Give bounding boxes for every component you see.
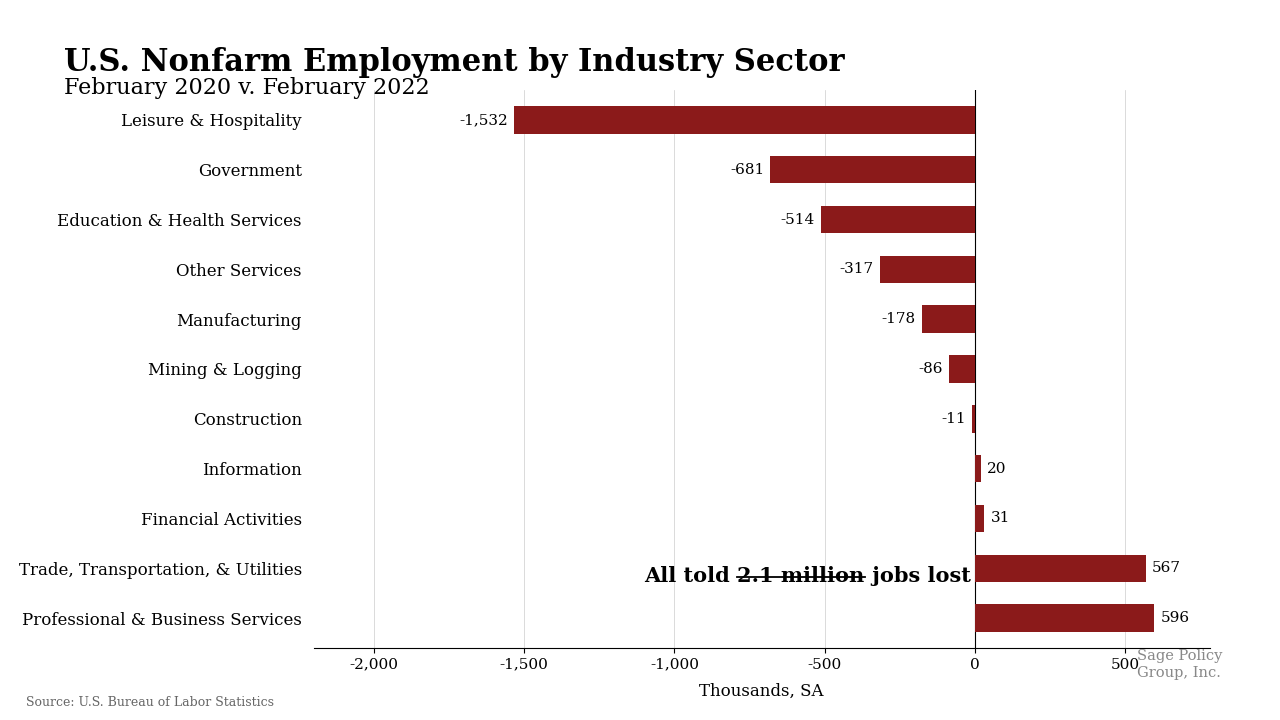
Text: 596: 596 [1160, 611, 1189, 625]
Bar [771, 156, 975, 184]
Bar [975, 455, 980, 482]
Text: -514: -514 [781, 212, 814, 227]
Text: -1,532: -1,532 [460, 113, 508, 127]
Text: jobs lost: jobs lost [864, 566, 970, 586]
Text: 567: 567 [1152, 562, 1180, 575]
Bar [515, 106, 975, 134]
Bar [972, 405, 975, 433]
Text: -11: -11 [941, 412, 965, 426]
Text: -317: -317 [840, 262, 874, 276]
Bar [975, 604, 1155, 632]
Bar [975, 505, 984, 532]
X-axis label: Thousands, SA: Thousands, SA [699, 683, 824, 700]
Bar [975, 554, 1146, 582]
Text: -86: -86 [919, 362, 943, 376]
Text: 20: 20 [987, 462, 1006, 476]
Bar [950, 355, 975, 383]
Text: Sage Policy
Group, Inc.: Sage Policy Group, Inc. [1137, 649, 1222, 680]
Text: 31: 31 [991, 511, 1010, 526]
Bar [922, 305, 975, 333]
Text: -178: -178 [882, 312, 915, 326]
Bar [820, 206, 975, 233]
Text: February 2020 v. February 2022: February 2020 v. February 2022 [64, 77, 430, 99]
Text: All told: All told [644, 566, 737, 586]
Text: -681: -681 [730, 163, 764, 176]
Text: 2.1 million: 2.1 million [737, 566, 864, 586]
Bar [879, 256, 975, 283]
Text: Source: U.S. Bureau of Labor Statistics: Source: U.S. Bureau of Labor Statistics [26, 696, 274, 709]
Text: U.S. Nonfarm Employment by Industry Sector: U.S. Nonfarm Employment by Industry Sect… [64, 47, 845, 78]
